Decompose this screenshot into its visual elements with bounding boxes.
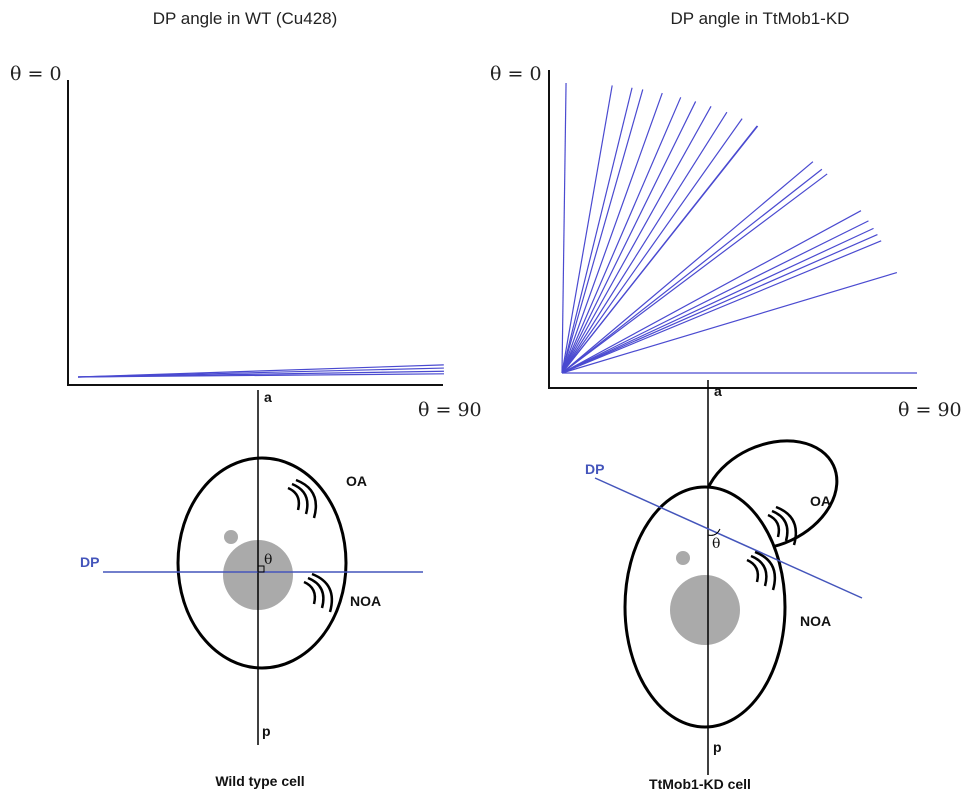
- angle-line: [561, 220, 869, 374]
- caption: TtMob1-KD cell: [649, 776, 751, 791]
- theta90-label: θ = 90: [898, 399, 962, 421]
- angle-line: [561, 111, 728, 374]
- angle-line: [561, 233, 878, 374]
- angle-line: [561, 97, 682, 374]
- angle-line: [77, 373, 444, 378]
- angle-line: [561, 271, 898, 374]
- label: OA: [810, 493, 831, 509]
- label: θ: [264, 552, 272, 568]
- label: p: [262, 723, 271, 739]
- label: NOA: [800, 613, 831, 629]
- angle-line: [561, 92, 663, 374]
- label: NOA: [350, 593, 381, 609]
- angle-line: [561, 89, 644, 374]
- kd-cell: a p OA NOA DP θ TtMob1-KD cell: [585, 380, 863, 791]
- caption: Wild type cell: [215, 773, 304, 789]
- label: a: [714, 383, 722, 399]
- axes: [548, 70, 917, 389]
- label: DP: [585, 461, 604, 477]
- theta90-label: θ = 90: [418, 399, 482, 421]
- angle-line: [561, 161, 814, 374]
- label: DP: [80, 554, 99, 570]
- label: a: [264, 389, 272, 405]
- angle-line: [561, 240, 882, 374]
- theta0-label: θ = 0: [10, 63, 62, 85]
- axes: [67, 80, 443, 386]
- angle-line: [561, 106, 712, 374]
- wt-cell: a p OA NOA DP θ Wild type cell: [80, 389, 423, 789]
- angle-line: [561, 101, 697, 374]
- angle-line: [561, 118, 743, 374]
- label: θ: [712, 536, 720, 552]
- angle-line: [561, 87, 633, 374]
- angle-lines: [77, 83, 917, 378]
- angle-line: [561, 168, 823, 374]
- panel-title: DP angle in TtMob1-KD: [671, 9, 850, 28]
- angle-line: [561, 173, 828, 374]
- angle-line: [561, 83, 567, 374]
- panel-title: DP angle in WT (Cu428): [153, 9, 338, 28]
- angle-line: [561, 210, 862, 374]
- angle-line: [561, 85, 613, 374]
- theta0-label: θ = 0: [490, 63, 542, 85]
- angle-line: [561, 125, 759, 374]
- angle-line: [561, 227, 874, 374]
- label: p: [713, 739, 722, 755]
- label: OA: [346, 473, 367, 489]
